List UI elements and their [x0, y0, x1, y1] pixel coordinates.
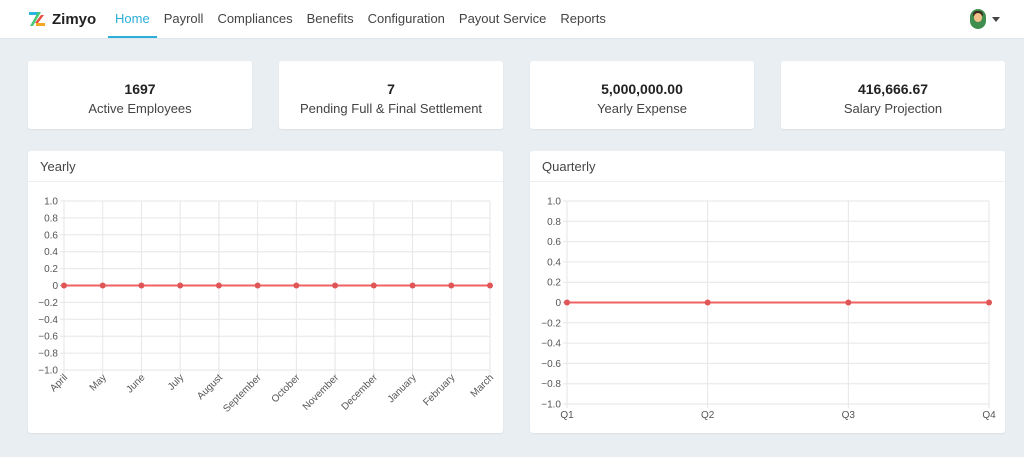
x-tick-label: October	[270, 372, 303, 405]
x-tick-label: December	[340, 372, 381, 413]
stat-label: Active Employees	[88, 101, 192, 116]
data-point	[254, 282, 261, 289]
y-tick-label: 0.6	[547, 237, 561, 248]
y-tick-label: 0	[555, 298, 561, 309]
y-tick-label: 0.2	[547, 278, 561, 289]
y-tick-label: 0.4	[44, 247, 58, 258]
nav-configuration[interactable]: Configuration	[367, 11, 445, 26]
nav-home[interactable]: Home	[108, 0, 157, 38]
y-tick-label: −1.0	[38, 366, 58, 377]
data-point	[293, 282, 300, 289]
x-tick-label: January	[386, 372, 419, 405]
x-tick-label: September	[221, 372, 264, 415]
data-point	[332, 282, 339, 289]
data-point	[370, 282, 377, 289]
stat-value: 416,666.67	[857, 81, 929, 97]
yearly-chart: 1.00.80.60.40.20−0.2−0.4−0.6−0.8−1.0Apri…	[38, 197, 496, 415]
stat-card-yearly-expense: 5,000,000.00 Yearly Expense	[530, 61, 754, 129]
avatar-face	[974, 13, 982, 22]
x-tick-label: July	[166, 372, 186, 392]
y-tick-label: 0.8	[547, 217, 561, 228]
stat-value: 1697	[124, 81, 156, 97]
data-point	[138, 282, 145, 289]
panel-divider	[530, 181, 1005, 182]
data-point	[564, 299, 570, 306]
stat-value: 7	[387, 81, 395, 97]
x-tick-label: June	[124, 372, 147, 395]
y-tick-label: 1.0	[547, 197, 561, 208]
data-point	[448, 282, 455, 289]
nav-reports[interactable]: Reports	[560, 11, 606, 26]
y-tick-label: −0.4	[541, 339, 561, 350]
y-tick-label: −0.6	[541, 359, 561, 370]
y-tick-label: 0.2	[44, 264, 58, 275]
data-point	[177, 282, 184, 289]
stat-label: Pending Full & Final Settlement	[299, 101, 483, 116]
data-point	[61, 282, 67, 289]
data-point	[487, 282, 493, 289]
x-tick-label: August	[195, 372, 225, 402]
main-nav: Home Payroll Compliances Benefits Config…	[108, 0, 613, 38]
nav-payroll[interactable]: Payroll	[163, 11, 204, 26]
y-tick-label: −0.2	[38, 298, 58, 309]
yearly-panel: Yearly 1.0 0.8 0.6 0.4 0.2 0 −0.2 −0.4 −0.6 −0.8 −…	[28, 151, 503, 433]
y-tick-label: −1.0	[541, 400, 561, 411]
data-point	[215, 282, 222, 289]
y-tick-label: −0.2	[541, 318, 561, 329]
nav-benefits[interactable]: Benefits	[306, 11, 354, 26]
y-tick-label: −0.6	[38, 332, 58, 343]
quarterly-panel: Quarterly 1.0 0.8 0.6 0.4 0.2 0 −0.2 −0.4 −0.6 −0…	[530, 151, 1005, 433]
panel-title: Yearly	[40, 159, 76, 174]
nav-compliances[interactable]: Compliances	[217, 11, 293, 26]
stat-label: Yearly Expense	[597, 101, 687, 116]
data-point	[409, 282, 416, 289]
y-tick-label: −0.8	[541, 379, 561, 390]
chevron-down-icon[interactable]	[992, 17, 1000, 22]
x-tick-label: November	[301, 372, 342, 413]
zimyo-logo-icon	[29, 12, 45, 26]
quarterly-chart: 1.0 0.8 0.6 0.4 0.2 0 −0.2 −0.4 −0.6 −0.8 −1.0Q1 Q2…	[541, 197, 996, 422]
x-tick-label: Q4	[982, 410, 996, 421]
top-navbar: Zimyo Home Payroll Compliances Benefits …	[0, 0, 1024, 39]
y-tick-label: −0.8	[38, 349, 58, 360]
panel-title: Quarterly	[542, 159, 596, 174]
app-name: Zimyo	[52, 10, 97, 28]
user-avatar-icon[interactable]	[970, 9, 986, 29]
y-tick-label: −0.4	[38, 315, 58, 326]
data-point	[986, 299, 992, 306]
y-tick-label: 0.8	[44, 213, 58, 224]
data-point	[99, 282, 106, 289]
panel-divider	[28, 181, 503, 182]
data-point	[845, 299, 852, 306]
stat-card-active-employees: 1697 Active Employees	[28, 61, 252, 129]
x-tick-label: Q3	[842, 410, 856, 421]
x-tick-label: May	[88, 372, 109, 393]
x-tick-label: February	[421, 372, 457, 408]
x-tick-label: Q2	[701, 410, 715, 421]
stat-card-salary-projection: 416,666.67 Salary Projection	[781, 61, 1005, 129]
y-tick-label: 1.0	[44, 197, 58, 208]
y-tick-label: 0.4	[547, 257, 561, 268]
zimyo-logo[interactable]: Zimyo	[28, 8, 96, 30]
data-point	[704, 299, 711, 306]
x-tick-label: Q1	[560, 410, 574, 421]
stat-label: Salary Projection	[843, 101, 943, 116]
stat-card-pending-settlement: 7 Pending Full & Final Settlement	[279, 61, 503, 129]
x-tick-label: March	[469, 372, 496, 399]
stat-value: 5,000,000.00	[601, 81, 683, 97]
nav-payout-service[interactable]: Payout Service	[458, 11, 547, 26]
y-tick-label: 0.6	[44, 230, 58, 241]
y-tick-label: 0	[52, 281, 58, 292]
